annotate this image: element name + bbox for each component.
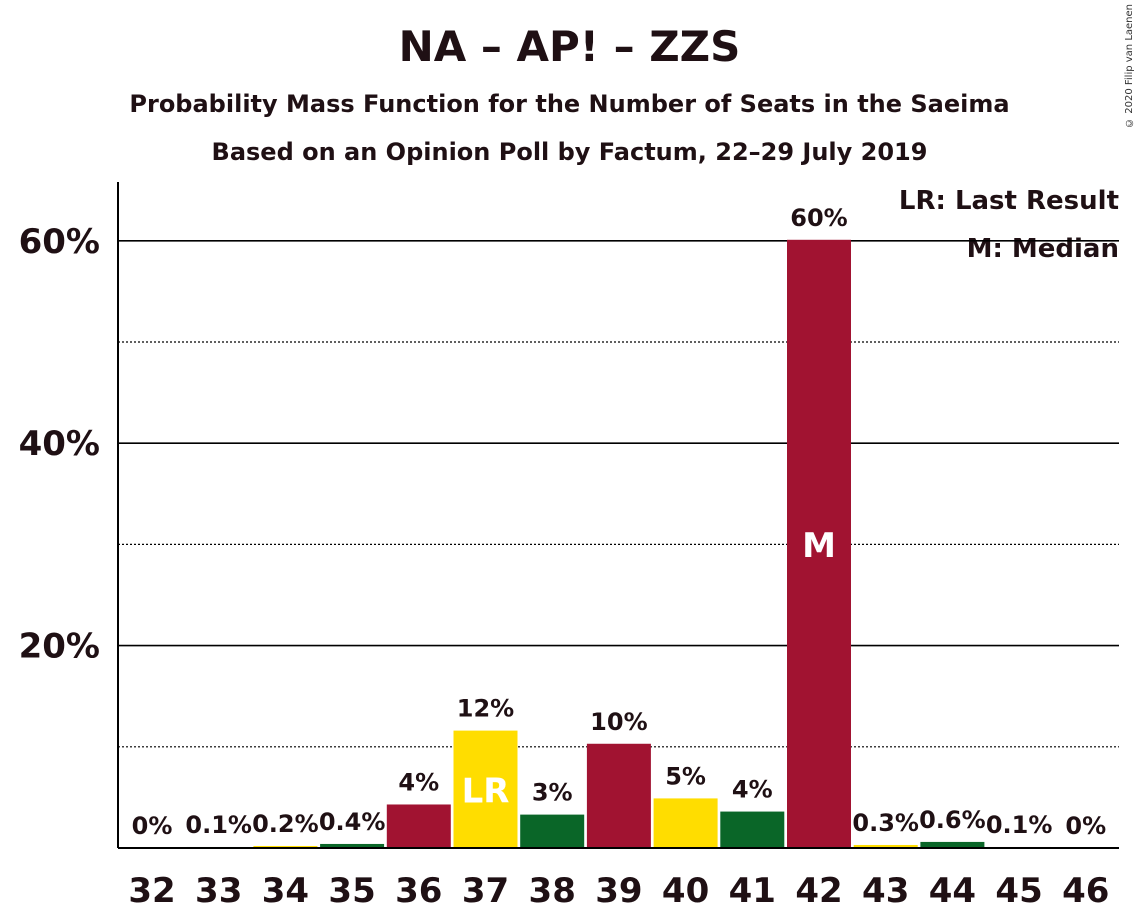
legend-median: M: Median <box>966 234 1119 264</box>
bar-seats-41 <box>720 811 785 848</box>
data-label: 5% <box>665 762 706 790</box>
data-label: 3% <box>532 779 573 807</box>
y-tick-label: 20% <box>19 627 100 667</box>
x-tick-label: 35 <box>328 871 375 911</box>
data-label: 0% <box>1065 812 1106 840</box>
x-tick-label: 44 <box>929 871 976 911</box>
bar-seats-34 <box>253 845 318 848</box>
data-label: 0.3% <box>852 809 919 837</box>
x-tick-label: 36 <box>395 871 442 911</box>
data-label: 60% <box>790 204 847 232</box>
data-label: 0.6% <box>919 806 986 834</box>
chart-subtitle-source: Based on an Opinion Poll by Factum, 22–2… <box>211 138 928 166</box>
x-tick-label: 43 <box>862 871 909 911</box>
data-label: 0.1% <box>986 811 1053 839</box>
data-label: 0.4% <box>319 808 386 836</box>
x-tick-label: 32 <box>128 871 175 911</box>
bar-seats-38 <box>520 814 585 848</box>
bar-seats-42 <box>787 239 851 849</box>
x-tick-label: 39 <box>595 871 642 911</box>
y-tick-label: 40% <box>19 424 100 464</box>
legend-last-result: LR: Last Result <box>898 186 1119 216</box>
data-label: 0.1% <box>185 811 252 839</box>
data-label: 0.2% <box>252 810 319 838</box>
x-tick-label: 38 <box>529 871 576 911</box>
x-tick-label: 45 <box>995 871 1042 911</box>
data-label: 10% <box>590 708 647 736</box>
bar-seats-39 <box>586 743 651 848</box>
chart-title: NA – AP! – ZZS <box>398 22 741 71</box>
y-tick-label: 60% <box>19 222 100 262</box>
x-tick-label: 41 <box>729 871 776 911</box>
bar-seats-44 <box>920 841 985 848</box>
marker-lr: LR <box>462 771 510 811</box>
bar-seats-36 <box>386 804 451 848</box>
x-tick-label: 34 <box>262 871 309 911</box>
x-tick-label: 42 <box>795 871 842 911</box>
bar-seats-37 <box>453 730 518 848</box>
bar-seats-35 <box>320 843 385 848</box>
data-label: 0% <box>132 812 173 840</box>
x-tick-label: 37 <box>462 871 509 911</box>
data-label: 4% <box>732 776 773 804</box>
data-label: 4% <box>398 768 439 796</box>
x-tick-label: 33 <box>195 871 242 911</box>
bar-seats-43 <box>853 844 918 848</box>
data-label: 12% <box>457 695 514 723</box>
chart-subtitle: Probability Mass Function for the Number… <box>129 90 1010 118</box>
marker-m: M <box>802 526 836 566</box>
x-tick-label: 40 <box>662 871 709 911</box>
x-tick-label: 46 <box>1062 871 1109 911</box>
bar-seats-40 <box>653 798 718 848</box>
